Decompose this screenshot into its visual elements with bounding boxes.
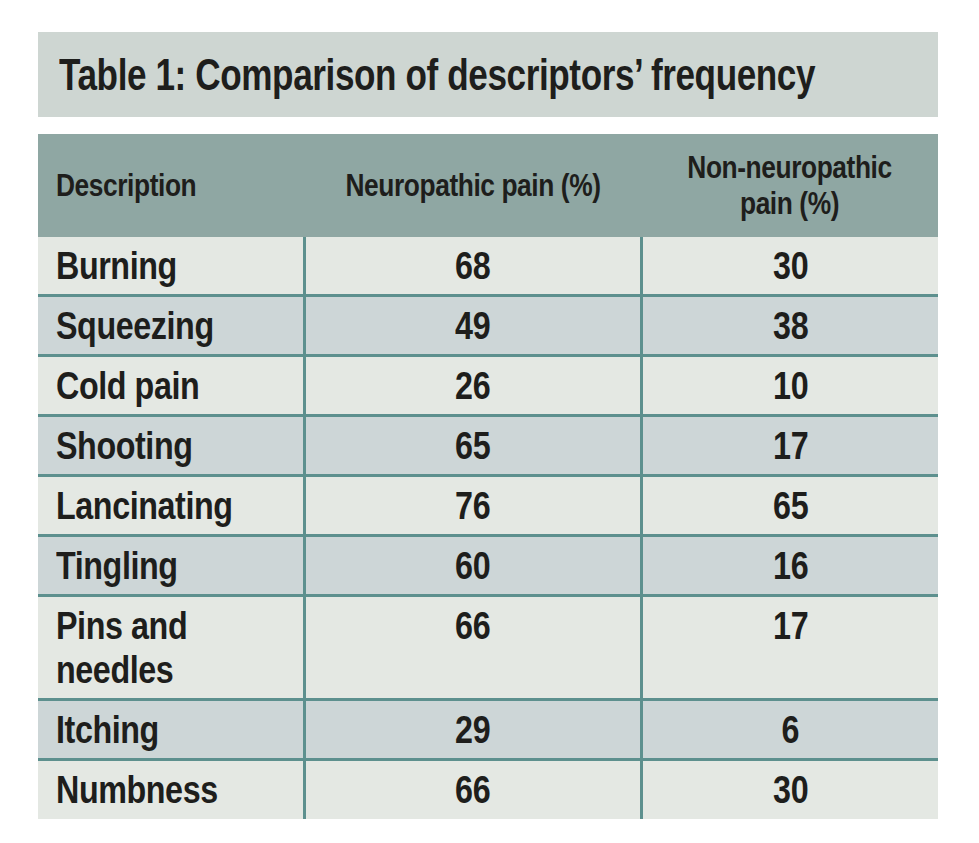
cell-neuropathic-value: 49 (304, 296, 641, 356)
table-row: Shooting 65 17 (38, 416, 938, 476)
cell-neuropathic-value: 26 (304, 356, 641, 416)
table-row: Pins and needles 66 17 (38, 596, 938, 700)
column-header-description: Description (38, 134, 304, 237)
column-header-non-neuropathic-pain: Non-neuropathic pain (%) (641, 134, 938, 237)
table-row: Squeezing 49 38 (38, 296, 938, 356)
cell-non-neuropathic-value: 6 (641, 700, 938, 760)
cell-neuropathic-value: 60 (304, 536, 641, 596)
cell-neuropathic-value: 65 (304, 416, 641, 476)
cell-description: Burning (38, 237, 304, 296)
cell-neuropathic-value: 76 (304, 476, 641, 536)
table-header-row: Description Neuropathic pain (%) Non-neu… (38, 134, 938, 237)
cell-non-neuropathic-value: 38 (641, 296, 938, 356)
cell-description: Pins and needles (38, 596, 304, 700)
table-row: Burning 68 30 (38, 237, 938, 296)
table-row: Lancinating 76 65 (38, 476, 938, 536)
table-row: Itching 29 6 (38, 700, 938, 760)
cell-description: Cold pain (38, 356, 304, 416)
page: Table 1: Comparison of descriptors’ freq… (0, 0, 979, 843)
table-title-band: Table 1: Comparison of descriptors’ freq… (38, 32, 938, 117)
table-row: Tingling 60 16 (38, 536, 938, 596)
column-header-neuropathic-pain: Neuropathic pain (%) (304, 134, 641, 237)
cell-description: Numbness (38, 760, 304, 819)
cell-neuropathic-value: 66 (304, 596, 641, 700)
descriptors-frequency-table: Description Neuropathic pain (%) Non-neu… (38, 134, 938, 819)
cell-non-neuropathic-value: 30 (641, 760, 938, 819)
cell-description: Itching (38, 700, 304, 760)
table-row: Cold pain 26 10 (38, 356, 938, 416)
cell-non-neuropathic-value: 10 (641, 356, 938, 416)
table-figure: Table 1: Comparison of descriptors’ freq… (38, 32, 938, 819)
cell-description: Shooting (38, 416, 304, 476)
table-title: Table 1: Comparison of descriptors’ freq… (59, 49, 815, 101)
cell-neuropathic-value: 68 (304, 237, 641, 296)
cell-description: Squeezing (38, 296, 304, 356)
table-row: Numbness 66 30 (38, 760, 938, 819)
cell-description: Tingling (38, 536, 304, 596)
cell-neuropathic-value: 29 (304, 700, 641, 760)
cell-non-neuropathic-value: 17 (641, 416, 938, 476)
cell-non-neuropathic-value: 17 (641, 596, 938, 700)
cell-non-neuropathic-value: 16 (641, 536, 938, 596)
cell-non-neuropathic-value: 30 (641, 237, 938, 296)
cell-description: Lancinating (38, 476, 304, 536)
cell-non-neuropathic-value: 65 (641, 476, 938, 536)
cell-neuropathic-value: 66 (304, 760, 641, 819)
